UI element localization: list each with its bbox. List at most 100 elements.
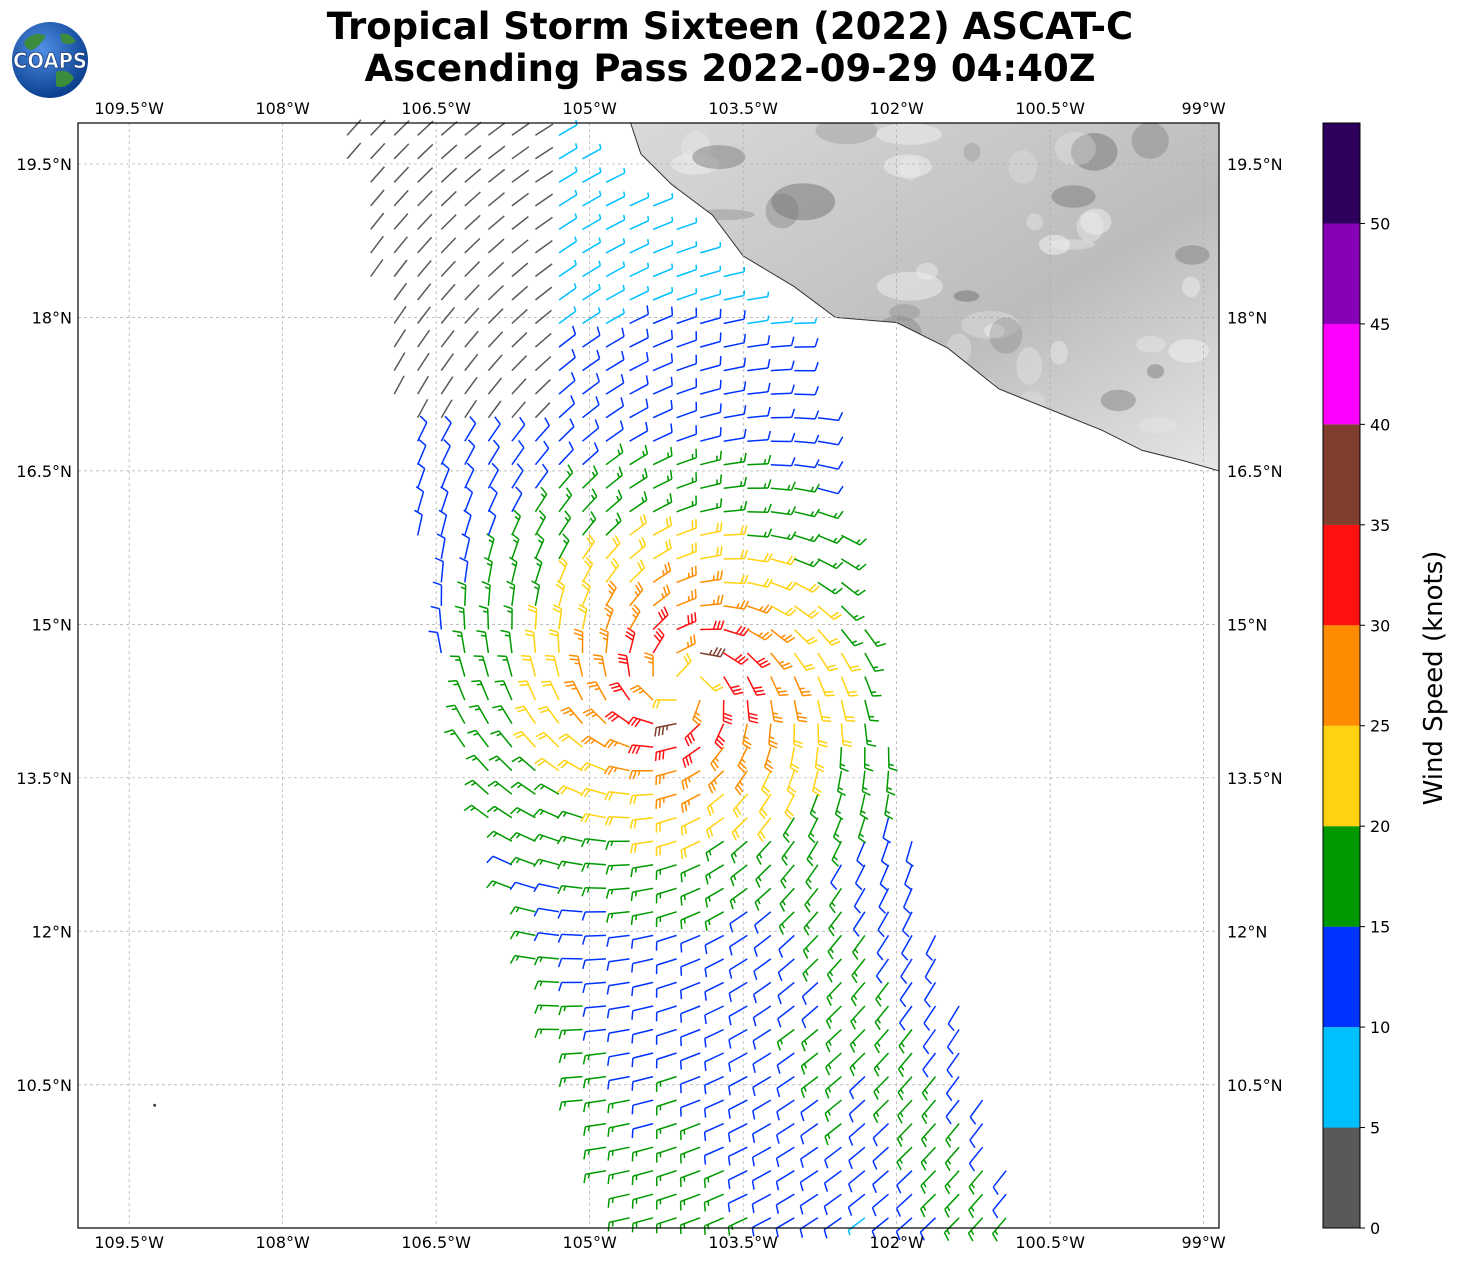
wind-barb — [793, 581, 820, 593]
wind-barb — [631, 958, 654, 973]
wind-barb — [557, 957, 583, 968]
wind-barb — [809, 793, 819, 820]
wind-barb — [684, 723, 701, 747]
wind-barb — [676, 264, 698, 278]
wind-barb — [478, 605, 490, 630]
wind-barb — [710, 746, 725, 772]
wind-barb — [679, 1169, 701, 1188]
wind-barb — [428, 630, 443, 654]
wind-barb — [676, 331, 698, 348]
wind-barb — [854, 864, 866, 891]
lon-tick-top: 100.5°W — [1015, 99, 1085, 118]
wind-barb — [558, 189, 578, 207]
wind-barb — [531, 580, 541, 607]
map-frame — [77, 122, 1220, 1229]
wind-barb — [747, 291, 770, 301]
wind-barb — [824, 1123, 842, 1146]
wind-barb — [511, 216, 529, 230]
wind-barb — [487, 122, 506, 136]
wind-barb — [604, 816, 630, 826]
wind-barb — [746, 628, 773, 641]
wind-barb — [629, 444, 649, 466]
wind-barb — [487, 168, 506, 183]
wind-barb — [436, 533, 446, 560]
lon-tick-bottom: 99°W — [1182, 1233, 1226, 1252]
wind-barb — [700, 522, 723, 537]
wind-barb — [728, 934, 748, 956]
wind-barb — [814, 747, 825, 773]
wind-barb — [487, 486, 498, 513]
wind-barb — [734, 770, 748, 796]
wind-barb — [617, 653, 631, 677]
wind-barb — [440, 376, 454, 395]
wind-barb — [770, 652, 793, 670]
wind-barb — [605, 238, 626, 254]
wind-barb — [871, 1193, 889, 1217]
wind-barb — [920, 1146, 937, 1171]
wind-barb — [992, 1170, 1007, 1196]
wind-barb — [921, 1076, 937, 1101]
wind-barb — [631, 1217, 654, 1233]
wind-barb — [793, 676, 812, 697]
wind-barb — [534, 263, 553, 278]
wind-barb — [899, 981, 913, 1008]
wind-barb — [605, 840, 630, 851]
wind-barb — [877, 911, 890, 938]
wind-barb — [582, 372, 601, 395]
wind-barb — [700, 427, 722, 442]
wind-barb — [655, 793, 677, 809]
wind-barb — [509, 807, 536, 819]
wind-barb — [728, 1052, 748, 1072]
wind-barb — [603, 738, 630, 749]
wind-barb — [487, 462, 499, 489]
wind-barb — [393, 352, 406, 371]
wind-barb — [825, 1028, 842, 1053]
wind-barb — [655, 816, 677, 833]
wind-barb — [704, 1052, 725, 1071]
wind-barb — [417, 415, 428, 442]
wind-barb — [486, 880, 513, 890]
wind-barb — [692, 699, 702, 726]
wind-barb — [464, 214, 481, 230]
wind-barb — [751, 1170, 772, 1190]
wind-barb — [780, 864, 795, 889]
wind-barb — [700, 620, 725, 631]
wind-barb — [775, 1170, 795, 1191]
wind-barb — [801, 1005, 819, 1029]
wind-barb — [752, 1028, 772, 1050]
wind-barb — [370, 235, 384, 254]
wind-barb — [607, 1075, 630, 1090]
wind-barb — [676, 425, 698, 442]
lon-tick-top: 109.5°W — [94, 99, 164, 118]
wind-barb — [393, 166, 410, 183]
wind-barb — [676, 217, 698, 231]
wind-barb — [467, 729, 490, 748]
wind-barb — [464, 307, 480, 325]
axis-ticks: 109.5°W 109.5°W 108°W 108°W 106.5°W 106.5°W 10… — [16, 99, 1282, 1252]
wind-barb — [776, 1028, 795, 1051]
wind-barb — [605, 887, 630, 899]
wind-barb — [755, 864, 772, 888]
wind-barb — [849, 1028, 866, 1053]
wind-barb — [580, 735, 607, 748]
wind-barb — [727, 1193, 748, 1213]
wind-barb — [676, 401, 698, 419]
wind-barb — [629, 793, 654, 805]
wind-barb — [655, 1099, 677, 1116]
wind-barb — [487, 331, 504, 348]
wind-barb — [753, 911, 772, 934]
wind-barb — [511, 262, 529, 278]
wind-barb — [770, 531, 797, 541]
wind-barb — [393, 189, 409, 207]
wind-barb — [534, 355, 552, 372]
lat-tick-right: 10.5°N — [1227, 1076, 1283, 1095]
wind-barb — [652, 539, 672, 560]
colorbar-bin — [1323, 524, 1360, 626]
wind-barb — [896, 1146, 913, 1171]
wind-barb — [556, 810, 583, 820]
wind-barb — [897, 1099, 913, 1124]
wind-barb — [511, 355, 528, 372]
wind-barb — [655, 934, 677, 951]
wind-barb — [652, 240, 674, 254]
